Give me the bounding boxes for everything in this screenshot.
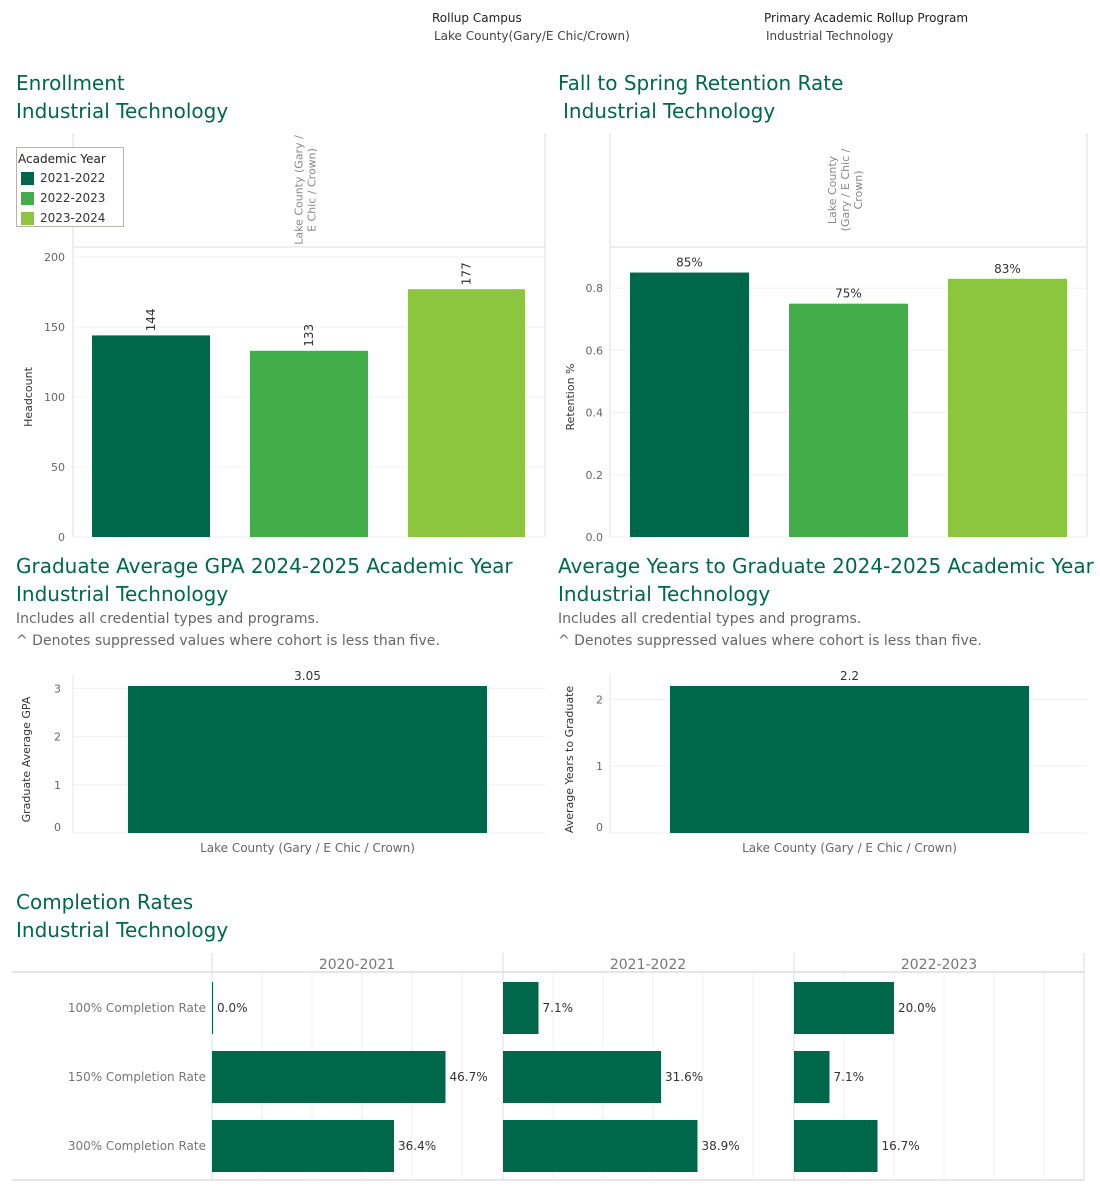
enrollment-data-label: 177 [460, 262, 474, 285]
enrollment-ytick-label: 150 [44, 321, 65, 334]
campus-filter-label: Rollup Campus [432, 11, 522, 25]
completion-subtitle: Industrial Technology [16, 918, 229, 942]
completion-data-label: 7.1% [543, 1001, 574, 1015]
enrollment-title: Enrollment [16, 71, 125, 95]
completion-data-label: 46.7% [450, 1070, 488, 1084]
years-ytick-label: 0 [596, 821, 603, 834]
enrollment-subtitle: Industrial Technology [16, 99, 229, 123]
completion-data-label: 36.4% [398, 1139, 436, 1153]
completion-bar [503, 1120, 698, 1172]
years-data-label: 2.2 [840, 669, 859, 683]
completion-bar [212, 982, 213, 1034]
enrollment-bar-2022-2023 [250, 350, 368, 537]
legend-item-year1[interactable]: 2021-2022 [21, 171, 105, 185]
enrollment-ytick-label: 50 [51, 461, 65, 474]
completion-bar [794, 982, 894, 1034]
completion-panel-header: 2021-2022 [610, 957, 686, 973]
enrollment-column-header: Lake County (Gary /E Chic / Crown) [293, 135, 319, 245]
years-note-credentials: Includes all credential types and progra… [558, 611, 862, 627]
enrollment-y-axis-title: Headcount [22, 366, 35, 426]
completion-bar [212, 1120, 394, 1172]
program-filter-label: Primary Academic Rollup Program [764, 11, 969, 25]
years-ytick-label: 2 [596, 693, 603, 706]
legend-swatch-year2 [21, 191, 34, 205]
enrollment-bar-2023-2024 [408, 289, 525, 537]
enrollment-data-label: 144 [144, 308, 158, 331]
enrollment-ytick-label: 200 [44, 251, 65, 264]
gpa-ytick-label: 3 [54, 682, 61, 695]
completion-panel-header: 2022-2023 [901, 957, 977, 973]
campus-filter-value[interactable]: Lake County(Gary/E Chic/Crown) [434, 29, 630, 43]
completion-row-label: 150% Completion Rate [68, 1070, 206, 1084]
gpa-subtitle: Industrial Technology [16, 582, 229, 606]
retention-y-axis-title: Retention % [564, 364, 577, 431]
gpa-data-label: 3.05 [294, 669, 321, 683]
retention-title: Fall to Spring Retention Rate [558, 71, 844, 95]
retention-ytick-label: 0.8 [586, 282, 604, 295]
completion-bar [503, 1051, 661, 1103]
gpa-x-category-label: Lake County (Gary / E Chic / Crown) [200, 841, 415, 855]
gpa-ytick-label: 0 [54, 821, 61, 834]
years-y-axis-title: Average Years to Graduate [563, 686, 576, 834]
retention-data-label: 83% [994, 262, 1021, 276]
retention-column-header: Lake County(Gary / E Chic /Crown) [826, 148, 865, 231]
enrollment-ytick-label: 100 [44, 391, 65, 404]
legend-item-year3[interactable]: 2023-2024 [21, 211, 105, 225]
retention-bar-2023-2024 [948, 278, 1067, 537]
completion-row-label: 100% Completion Rate [68, 1001, 206, 1015]
completion-data-label: 7.1% [834, 1070, 865, 1084]
completion-panel-header: 2020-2021 [319, 957, 395, 973]
retention-ytick-label: 0.4 [586, 407, 604, 420]
legend-item-year2[interactable]: 2022-2023 [21, 191, 105, 205]
years-subtitle: Industrial Technology [558, 582, 771, 606]
retention-data-label: 75% [835, 287, 862, 301]
gpa-ytick-label: 2 [54, 731, 61, 744]
legend-swatch-year1 [21, 171, 34, 185]
retention-ytick-label: 0.6 [586, 344, 604, 357]
gpa-title: Graduate Average GPA 2024-2025 Academic … [16, 554, 513, 578]
completion-bar [503, 982, 539, 1034]
retention-ytick-label: 0.2 [586, 469, 604, 482]
completion-bar [794, 1120, 878, 1172]
gpa-ytick-label: 1 [54, 779, 61, 792]
completion-data-label: 31.6% [665, 1070, 703, 1084]
retention-bar-2022-2023 [789, 303, 908, 537]
retention-data-label: 85% [676, 256, 703, 270]
legend-label-year2: 2022-2023 [40, 191, 106, 205]
completion-bar [794, 1051, 830, 1103]
retention-subtitle: Industrial Technology [563, 99, 776, 123]
gpa-y-axis-title: Graduate Average GPA [20, 696, 33, 822]
completion-data-label: 0.0% [217, 1001, 248, 1015]
legend-label-year3: 2023-2024 [40, 211, 106, 225]
years-ytick-label: 1 [596, 760, 603, 773]
completion-bar [212, 1051, 446, 1103]
retention-ytick-label: 0.0 [586, 531, 604, 544]
years-x-category-label: Lake County (Gary / E Chic / Crown) [742, 841, 957, 855]
enrollment-data-label: 133 [302, 324, 316, 347]
completion-row-label: 300% Completion Rate [68, 1139, 206, 1153]
retention-bar-2021-2022 [630, 272, 749, 537]
legend-swatch-year3 [21, 211, 34, 225]
academic-year-legend[interactable]: Academic Year 2021-2022 2022-2023 2023-2… [16, 147, 124, 227]
years-title: Average Years to Graduate 2024-2025 Acad… [558, 554, 1094, 578]
completion-data-label: 16.7% [882, 1139, 920, 1153]
completion-data-label: 20.0% [898, 1001, 936, 1015]
enrollment-ytick-label: 0 [58, 531, 65, 544]
gpa-note-suppressed: ^ Denotes suppressed values where cohort… [16, 633, 440, 649]
completion-data-label: 38.9% [702, 1139, 740, 1153]
legend-label-year1: 2021-2022 [40, 171, 106, 185]
years-note-suppressed: ^ Denotes suppressed values where cohort… [558, 633, 982, 649]
program-filter-value[interactable]: Industrial Technology [766, 29, 894, 43]
gpa-note-credentials: Includes all credential types and progra… [16, 611, 320, 627]
completion-title: Completion Rates [16, 890, 194, 914]
legend-title: Academic Year [18, 152, 106, 166]
enrollment-bar-2021-2022 [92, 335, 210, 537]
gpa-bar [128, 686, 487, 833]
years-bar [670, 686, 1029, 833]
